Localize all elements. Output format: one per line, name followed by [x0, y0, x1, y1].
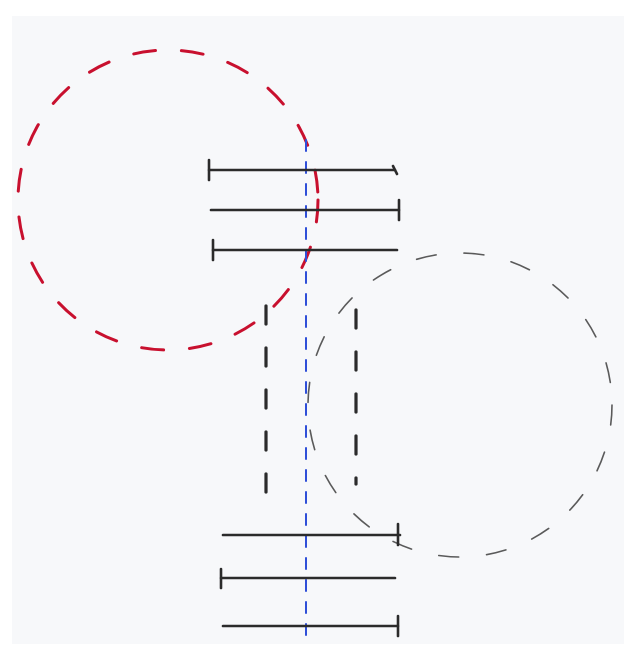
bottom-bar-3: [221, 614, 400, 638]
paper-sheet: [12, 16, 624, 644]
bottom-bar-2: [219, 567, 397, 590]
red-dashed-circle: [16, 48, 320, 352]
top-bar-1: [207, 158, 399, 182]
top-bar-3: [211, 238, 399, 262]
gray-dashed-circle: [307, 252, 613, 558]
top-bar-2: [209, 198, 401, 222]
bottom-bar-1: [221, 522, 402, 547]
